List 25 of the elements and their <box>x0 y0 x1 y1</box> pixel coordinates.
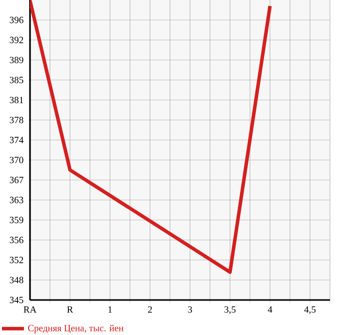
y-tick-label: 374 <box>10 136 24 144</box>
y-tick-label: 363 <box>10 196 24 204</box>
y-tick-label: 381 <box>10 96 24 104</box>
x-tick-label: 4,5 <box>304 306 316 314</box>
y-tick-label: 348 <box>10 276 24 284</box>
y-tick-label: 345 <box>10 296 24 304</box>
legend-label: Средняя Цена, тыс. йен <box>28 324 124 334</box>
y-tick-label: 359 <box>10 216 24 224</box>
x-tick-label: 4 <box>268 306 272 313</box>
x-tick-label: 3 <box>188 306 192 313</box>
line-series <box>30 0 272 274</box>
y-tick-label: 370 <box>10 156 24 164</box>
x-tick-label: R <box>67 306 74 313</box>
x-tick-label: 2 <box>148 306 152 313</box>
y-tick-label: 367 <box>10 176 24 184</box>
y-tick-label: 389 <box>10 56 24 64</box>
x-tick-label: RA <box>24 306 37 313</box>
y-tick-label: 356 <box>10 236 24 244</box>
y-tick-label: 352 <box>10 256 24 264</box>
x-tick-label: 1 <box>108 306 112 313</box>
y-tick-label: 396 <box>10 16 24 24</box>
y-tick-label: 392 <box>10 36 24 44</box>
x-tick-label: 3,5 <box>224 306 236 314</box>
y-tick-label: 378 <box>10 116 24 124</box>
y-tick-label: 385 <box>10 76 24 84</box>
